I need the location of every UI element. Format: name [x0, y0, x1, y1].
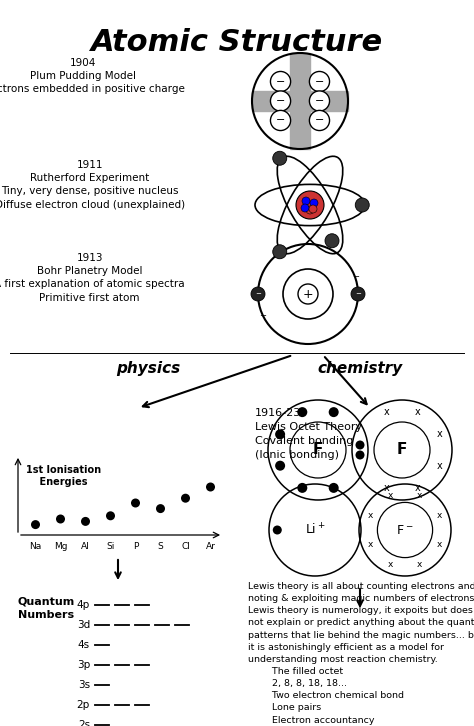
- Text: Na: Na: [29, 542, 42, 551]
- Circle shape: [271, 110, 291, 131]
- Circle shape: [328, 407, 339, 417]
- Text: 1904
Plum Pudding Model
Electrons embedded in positive charge: 1904 Plum Pudding Model Electrons embedd…: [0, 58, 185, 94]
- Text: F$^-$: F$^-$: [396, 523, 414, 537]
- Text: x: x: [367, 540, 373, 549]
- Text: x: x: [415, 407, 420, 417]
- Circle shape: [181, 494, 190, 502]
- Text: x: x: [367, 511, 373, 520]
- Circle shape: [275, 461, 285, 470]
- Text: 1916-23
Lewis Octet Theory
Covalent bonding
(Ionic bonding): 1916-23 Lewis Octet Theory Covalent bond…: [255, 408, 362, 460]
- Circle shape: [356, 441, 365, 449]
- Text: −: −: [276, 115, 285, 126]
- Text: x: x: [388, 560, 393, 569]
- Text: −: −: [355, 291, 361, 297]
- Text: −: −: [315, 96, 324, 106]
- Text: x: x: [383, 407, 389, 417]
- Text: x: x: [388, 491, 393, 499]
- Text: x: x: [415, 483, 420, 493]
- Text: Atomic Structure: Atomic Structure: [91, 28, 383, 57]
- Text: physics: physics: [116, 361, 180, 376]
- Circle shape: [328, 483, 339, 493]
- Text: −: −: [276, 96, 285, 106]
- Text: −: −: [259, 311, 266, 320]
- Circle shape: [297, 483, 307, 493]
- Circle shape: [301, 204, 309, 212]
- Circle shape: [273, 245, 287, 258]
- Bar: [252, 91, 348, 111]
- Circle shape: [251, 287, 265, 301]
- Circle shape: [310, 91, 329, 111]
- Circle shape: [325, 234, 339, 248]
- Text: Ar: Ar: [206, 542, 216, 551]
- Circle shape: [306, 206, 314, 214]
- Text: −: −: [255, 291, 261, 297]
- Text: 3s: 3s: [78, 680, 90, 690]
- Circle shape: [275, 429, 285, 439]
- Text: 3d: 3d: [77, 620, 90, 630]
- Text: x: x: [383, 483, 389, 493]
- Text: 4s: 4s: [78, 640, 90, 650]
- Text: x: x: [417, 560, 422, 569]
- Circle shape: [355, 198, 369, 212]
- Circle shape: [310, 199, 318, 207]
- Circle shape: [81, 517, 90, 526]
- Text: Si: Si: [106, 542, 115, 551]
- Circle shape: [356, 451, 365, 460]
- Text: Lewis theory is all about counting electrons and
noting & exploiting magic numbe: Lewis theory is all about counting elect…: [248, 582, 474, 726]
- Circle shape: [56, 515, 65, 523]
- Circle shape: [273, 151, 287, 166]
- Text: +: +: [303, 287, 313, 301]
- Text: 1st Ionisation
    Energies: 1st Ionisation Energies: [26, 465, 101, 486]
- Text: −: −: [315, 115, 324, 126]
- Text: 1913
Bohr Planetry Model
A first explanation of atomic spectra
Primitive first a: 1913 Bohr Planetry Model A first explana…: [0, 253, 185, 303]
- Text: 4p: 4p: [77, 600, 90, 610]
- Text: −: −: [315, 76, 324, 86]
- Circle shape: [302, 197, 310, 205]
- Text: chemistry: chemistry: [318, 361, 402, 376]
- Circle shape: [106, 511, 115, 521]
- Text: −: −: [276, 76, 285, 86]
- Text: F: F: [397, 443, 407, 457]
- Text: P: P: [133, 542, 138, 551]
- Text: Cl: Cl: [181, 542, 190, 551]
- Circle shape: [206, 483, 215, 492]
- Bar: [290, 53, 310, 149]
- Text: 2p: 2p: [77, 700, 90, 710]
- Text: x: x: [437, 429, 443, 439]
- Text: Li$^+$: Li$^+$: [305, 522, 325, 538]
- Text: x: x: [417, 491, 422, 499]
- Circle shape: [310, 110, 329, 131]
- Text: x: x: [437, 461, 443, 470]
- Circle shape: [273, 526, 282, 534]
- Circle shape: [310, 71, 329, 91]
- Circle shape: [296, 191, 324, 219]
- Circle shape: [156, 504, 165, 513]
- Text: Mg: Mg: [54, 542, 67, 551]
- Text: −: −: [352, 272, 359, 281]
- Circle shape: [271, 71, 291, 91]
- Circle shape: [271, 91, 291, 111]
- Text: 2s: 2s: [78, 720, 90, 726]
- Text: Al: Al: [81, 542, 90, 551]
- Text: 1911
Rutherford Experiment
Tiny, very dense, positive nucleus
Diffuse electron c: 1911 Rutherford Experiment Tiny, very de…: [0, 160, 185, 210]
- Circle shape: [131, 499, 140, 507]
- Text: 3p: 3p: [77, 660, 90, 670]
- Text: S: S: [158, 542, 164, 551]
- Text: F: F: [313, 443, 323, 457]
- Text: x: x: [437, 540, 443, 549]
- Circle shape: [298, 284, 318, 304]
- Circle shape: [351, 287, 365, 301]
- Circle shape: [31, 520, 40, 529]
- Circle shape: [297, 407, 307, 417]
- Text: Quantum
Numbers: Quantum Numbers: [18, 597, 75, 620]
- Text: x: x: [437, 511, 443, 520]
- Circle shape: [309, 205, 317, 213]
